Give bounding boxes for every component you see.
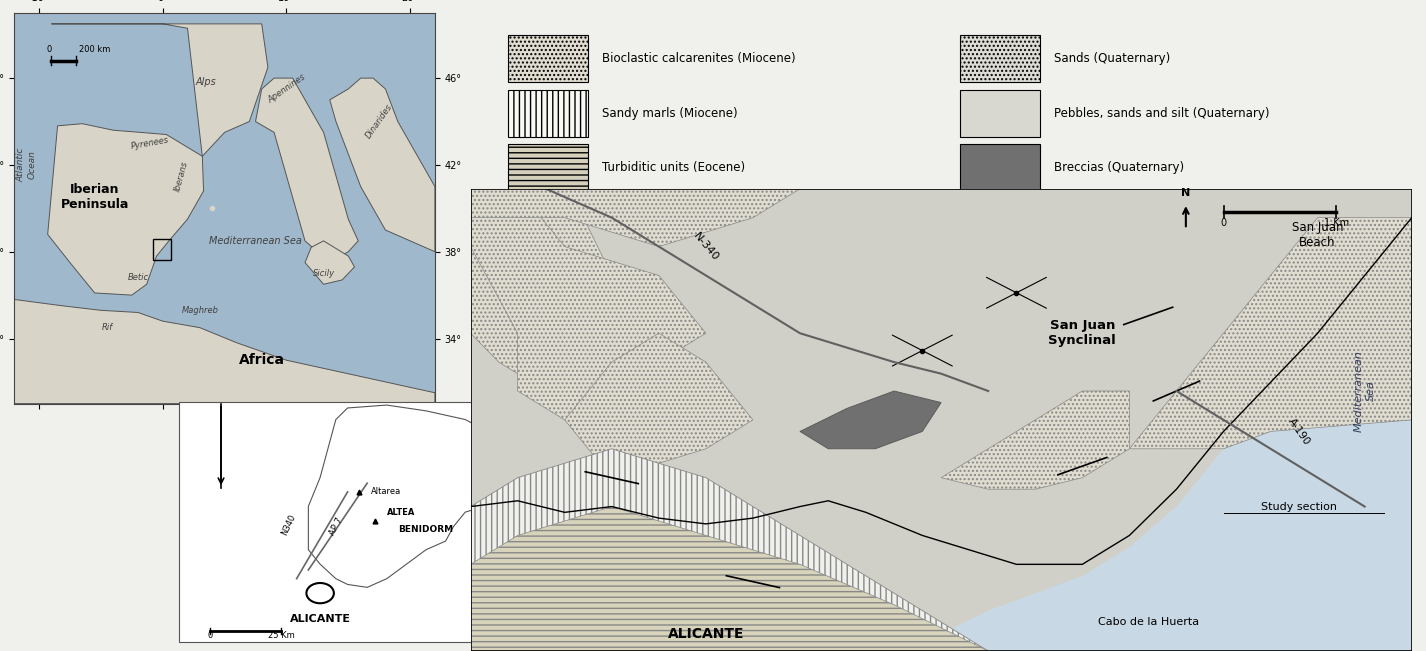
Polygon shape [329, 78, 435, 252]
Polygon shape [471, 189, 1412, 651]
Text: Apennines: Apennines [265, 73, 307, 105]
FancyBboxPatch shape [960, 90, 1040, 137]
Text: Mediterranean Sea: Mediterranean Sea [210, 236, 302, 246]
Text: Breccias (Quaternary): Breccias (Quaternary) [1054, 161, 1184, 174]
Text: Sicily: Sicily [312, 269, 335, 278]
Text: Dinarides: Dinarides [364, 103, 395, 141]
FancyBboxPatch shape [960, 145, 1040, 191]
Text: AP 7: AP 7 [328, 516, 345, 537]
Text: A-190: A-190 [1286, 416, 1312, 447]
Text: Iberans: Iberans [173, 159, 190, 192]
Polygon shape [565, 333, 753, 478]
Text: 1 Km: 1 Km [1323, 218, 1349, 229]
Polygon shape [471, 189, 800, 247]
Polygon shape [941, 391, 1129, 490]
Text: 0: 0 [1221, 218, 1226, 229]
FancyBboxPatch shape [508, 35, 588, 82]
Text: San Juan
Synclinal: San Juan Synclinal [1048, 319, 1117, 347]
Text: ALTEA: ALTEA [386, 508, 415, 517]
FancyBboxPatch shape [508, 145, 588, 191]
Text: N-340: N-340 [692, 230, 720, 262]
Circle shape [307, 583, 334, 603]
Polygon shape [305, 241, 355, 284]
Polygon shape [471, 189, 706, 420]
Text: 0: 0 [46, 46, 51, 54]
Polygon shape [308, 405, 525, 587]
Text: 0: 0 [208, 631, 212, 640]
Polygon shape [800, 391, 941, 449]
Text: Pebbles, sands and silt (Quaternary): Pebbles, sands and silt (Quaternary) [1054, 107, 1269, 120]
Text: N: N [1181, 187, 1191, 198]
Text: Maghreb: Maghreb [181, 306, 218, 315]
Text: San Juan
Beach: San Juan Beach [1292, 221, 1343, 249]
FancyBboxPatch shape [960, 35, 1040, 82]
Polygon shape [14, 299, 435, 404]
Polygon shape [255, 78, 358, 262]
Text: Iberian
Peninsula: Iberian Peninsula [60, 184, 128, 212]
Polygon shape [471, 506, 988, 651]
Bar [153, 239, 171, 260]
Text: Sandy marls (Miocene): Sandy marls (Miocene) [602, 107, 739, 120]
Text: N340: N340 [279, 513, 298, 537]
Text: Atlantic
Ocean: Atlantic Ocean [17, 148, 36, 182]
Text: Betic: Betic [127, 273, 148, 283]
Polygon shape [471, 449, 988, 651]
Text: Alps: Alps [195, 77, 217, 87]
FancyBboxPatch shape [508, 90, 588, 137]
Text: 200 km: 200 km [78, 46, 110, 54]
Polygon shape [471, 189, 612, 374]
Text: Study section: Study section [1261, 501, 1336, 512]
Polygon shape [461, 189, 518, 333]
Text: Mediterranean
Sea: Mediterranean Sea [1353, 350, 1376, 432]
Text: Pyrenees: Pyrenees [131, 135, 170, 151]
Text: Africa: Africa [238, 353, 285, 367]
Text: Sands (Quaternary): Sands (Quaternary) [1054, 52, 1171, 65]
Text: Altarea: Altarea [371, 488, 401, 496]
Polygon shape [471, 217, 1412, 651]
Polygon shape [1129, 217, 1412, 449]
Text: Cabo de la Huerta: Cabo de la Huerta [1098, 617, 1199, 627]
Text: ALICANTE: ALICANTE [667, 627, 744, 641]
Text: 25 Km: 25 Km [268, 631, 294, 640]
Polygon shape [47, 124, 204, 295]
Text: Rif: Rif [101, 323, 113, 332]
Text: Bioclastic calcarenites (Miocene): Bioclastic calcarenites (Miocene) [602, 52, 796, 65]
Polygon shape [51, 24, 268, 156]
Text: BENIDORM: BENIDORM [398, 525, 453, 534]
Text: ALICANTE: ALICANTE [289, 614, 351, 624]
Text: Turbiditic units (Eocene): Turbiditic units (Eocene) [602, 161, 746, 174]
